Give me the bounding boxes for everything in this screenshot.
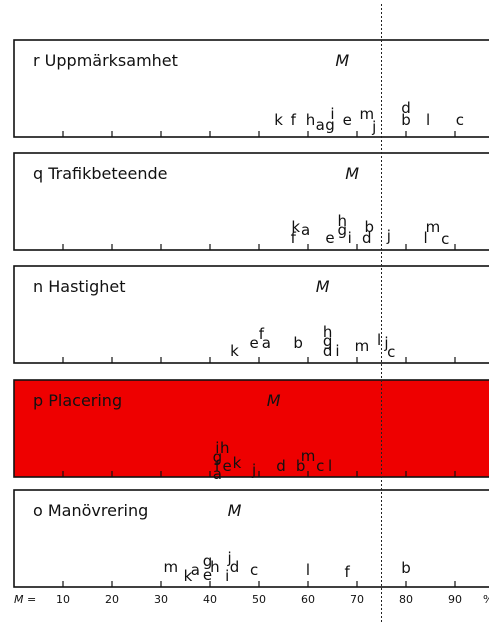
point-g: g (213, 448, 223, 466)
point-k: k (184, 567, 193, 585)
point-e: e (249, 334, 258, 352)
point-h: h (323, 323, 333, 341)
point-d: d (323, 342, 333, 360)
point-l: l (426, 111, 430, 129)
x-axis-prefix: M = (14, 593, 36, 606)
point-l: l (377, 331, 381, 349)
x-tick-label: 80 (399, 593, 413, 606)
point-a: a (213, 465, 222, 483)
point-j: j (227, 549, 232, 567)
x-tick-label: 50 (252, 593, 266, 606)
x-tick-label: 70 (350, 593, 364, 606)
point-l: l (306, 561, 310, 579)
point-e: e (223, 457, 232, 475)
point-d: d (401, 99, 411, 117)
point-g: g (203, 552, 213, 570)
point-e: e (343, 111, 352, 129)
point-c: c (387, 343, 395, 361)
point-j: j (386, 227, 391, 245)
point-e: e (325, 229, 334, 247)
mean-label: M (228, 501, 242, 520)
point-j: j (251, 461, 256, 479)
x-tick-label: 30 (154, 593, 168, 606)
point-k: k (274, 111, 283, 129)
point-g: g (338, 221, 348, 239)
panel-frame (13, 39, 489, 138)
panel-title: r Uppmärksamhet (33, 51, 178, 70)
point-m: m (355, 337, 370, 355)
x-tick-label: 40 (203, 593, 217, 606)
panel-frame (13, 152, 489, 251)
point-d: d (230, 558, 240, 576)
point-h: h (306, 111, 316, 129)
x-tick-label: 60 (301, 593, 315, 606)
x-tick-label: 90 (448, 593, 462, 606)
point-j: j (383, 334, 388, 352)
mean-label: M (316, 277, 330, 296)
point-f: f (291, 229, 297, 247)
point-e: e (203, 566, 212, 584)
point-b: b (364, 218, 374, 236)
point-m: m (301, 447, 316, 465)
point-k: k (230, 342, 239, 360)
x-tick-label: 10 (56, 593, 70, 606)
point-i: i (330, 105, 334, 123)
point-m: m (359, 105, 374, 123)
panel-title: q Trafikbeteende (33, 164, 168, 183)
point-a: a (262, 334, 271, 352)
panel-r: r Uppmärksamhet Mk f h a gi e mj bdl c (13, 39, 489, 138)
point-c: c (456, 111, 464, 129)
point-h: h (338, 212, 348, 230)
mean-label: M (345, 164, 359, 183)
point-k: k (233, 454, 242, 472)
point-a: a (301, 221, 310, 239)
point-c: c (316, 457, 324, 475)
point-d: d (362, 229, 372, 247)
panel-frame (13, 379, 489, 478)
point-a: a (191, 561, 200, 579)
point-b: b (293, 334, 303, 352)
point-h: h (220, 439, 230, 457)
point-f: f (345, 563, 351, 581)
point-b: b (296, 457, 306, 475)
point-g: g (323, 332, 333, 350)
point-i: i (348, 229, 352, 247)
point-b: b (401, 559, 411, 577)
point-f: f (215, 457, 221, 475)
point-i: i (225, 567, 229, 585)
x-axis-unit: % (483, 593, 489, 606)
panel-o: o Manövrering Mkm a egh ji d c l f b (13, 489, 489, 588)
point-m: m (163, 558, 178, 576)
point-m: m (426, 218, 441, 236)
point-h: h (210, 558, 220, 576)
panel-title: o Manövrering (33, 501, 148, 520)
point-i: i (215, 439, 219, 457)
point-d: d (276, 457, 286, 475)
panel-q: q Trafikbeteende Mfk a e ghi db j lmc (13, 152, 489, 251)
panel-title: n Hastighet (33, 277, 126, 296)
point-l: l (424, 229, 428, 247)
point-b: b (401, 111, 411, 129)
x-tick-label: 20 (105, 593, 119, 606)
mean-label: M (335, 51, 349, 70)
point-f: f (291, 111, 297, 129)
point-c: c (250, 561, 258, 579)
panel-frame (13, 265, 489, 364)
point-f: f (259, 325, 265, 343)
panel-title: p Placering (33, 391, 122, 410)
point-i: i (335, 342, 339, 360)
point-g: g (325, 116, 335, 134)
mean-label: M (267, 391, 281, 410)
point-k: k (291, 218, 300, 236)
panel-frame (13, 489, 489, 588)
point-l: l (328, 457, 332, 475)
point-a: a (316, 116, 325, 134)
point-c: c (441, 230, 449, 248)
point-j: j (371, 118, 376, 136)
